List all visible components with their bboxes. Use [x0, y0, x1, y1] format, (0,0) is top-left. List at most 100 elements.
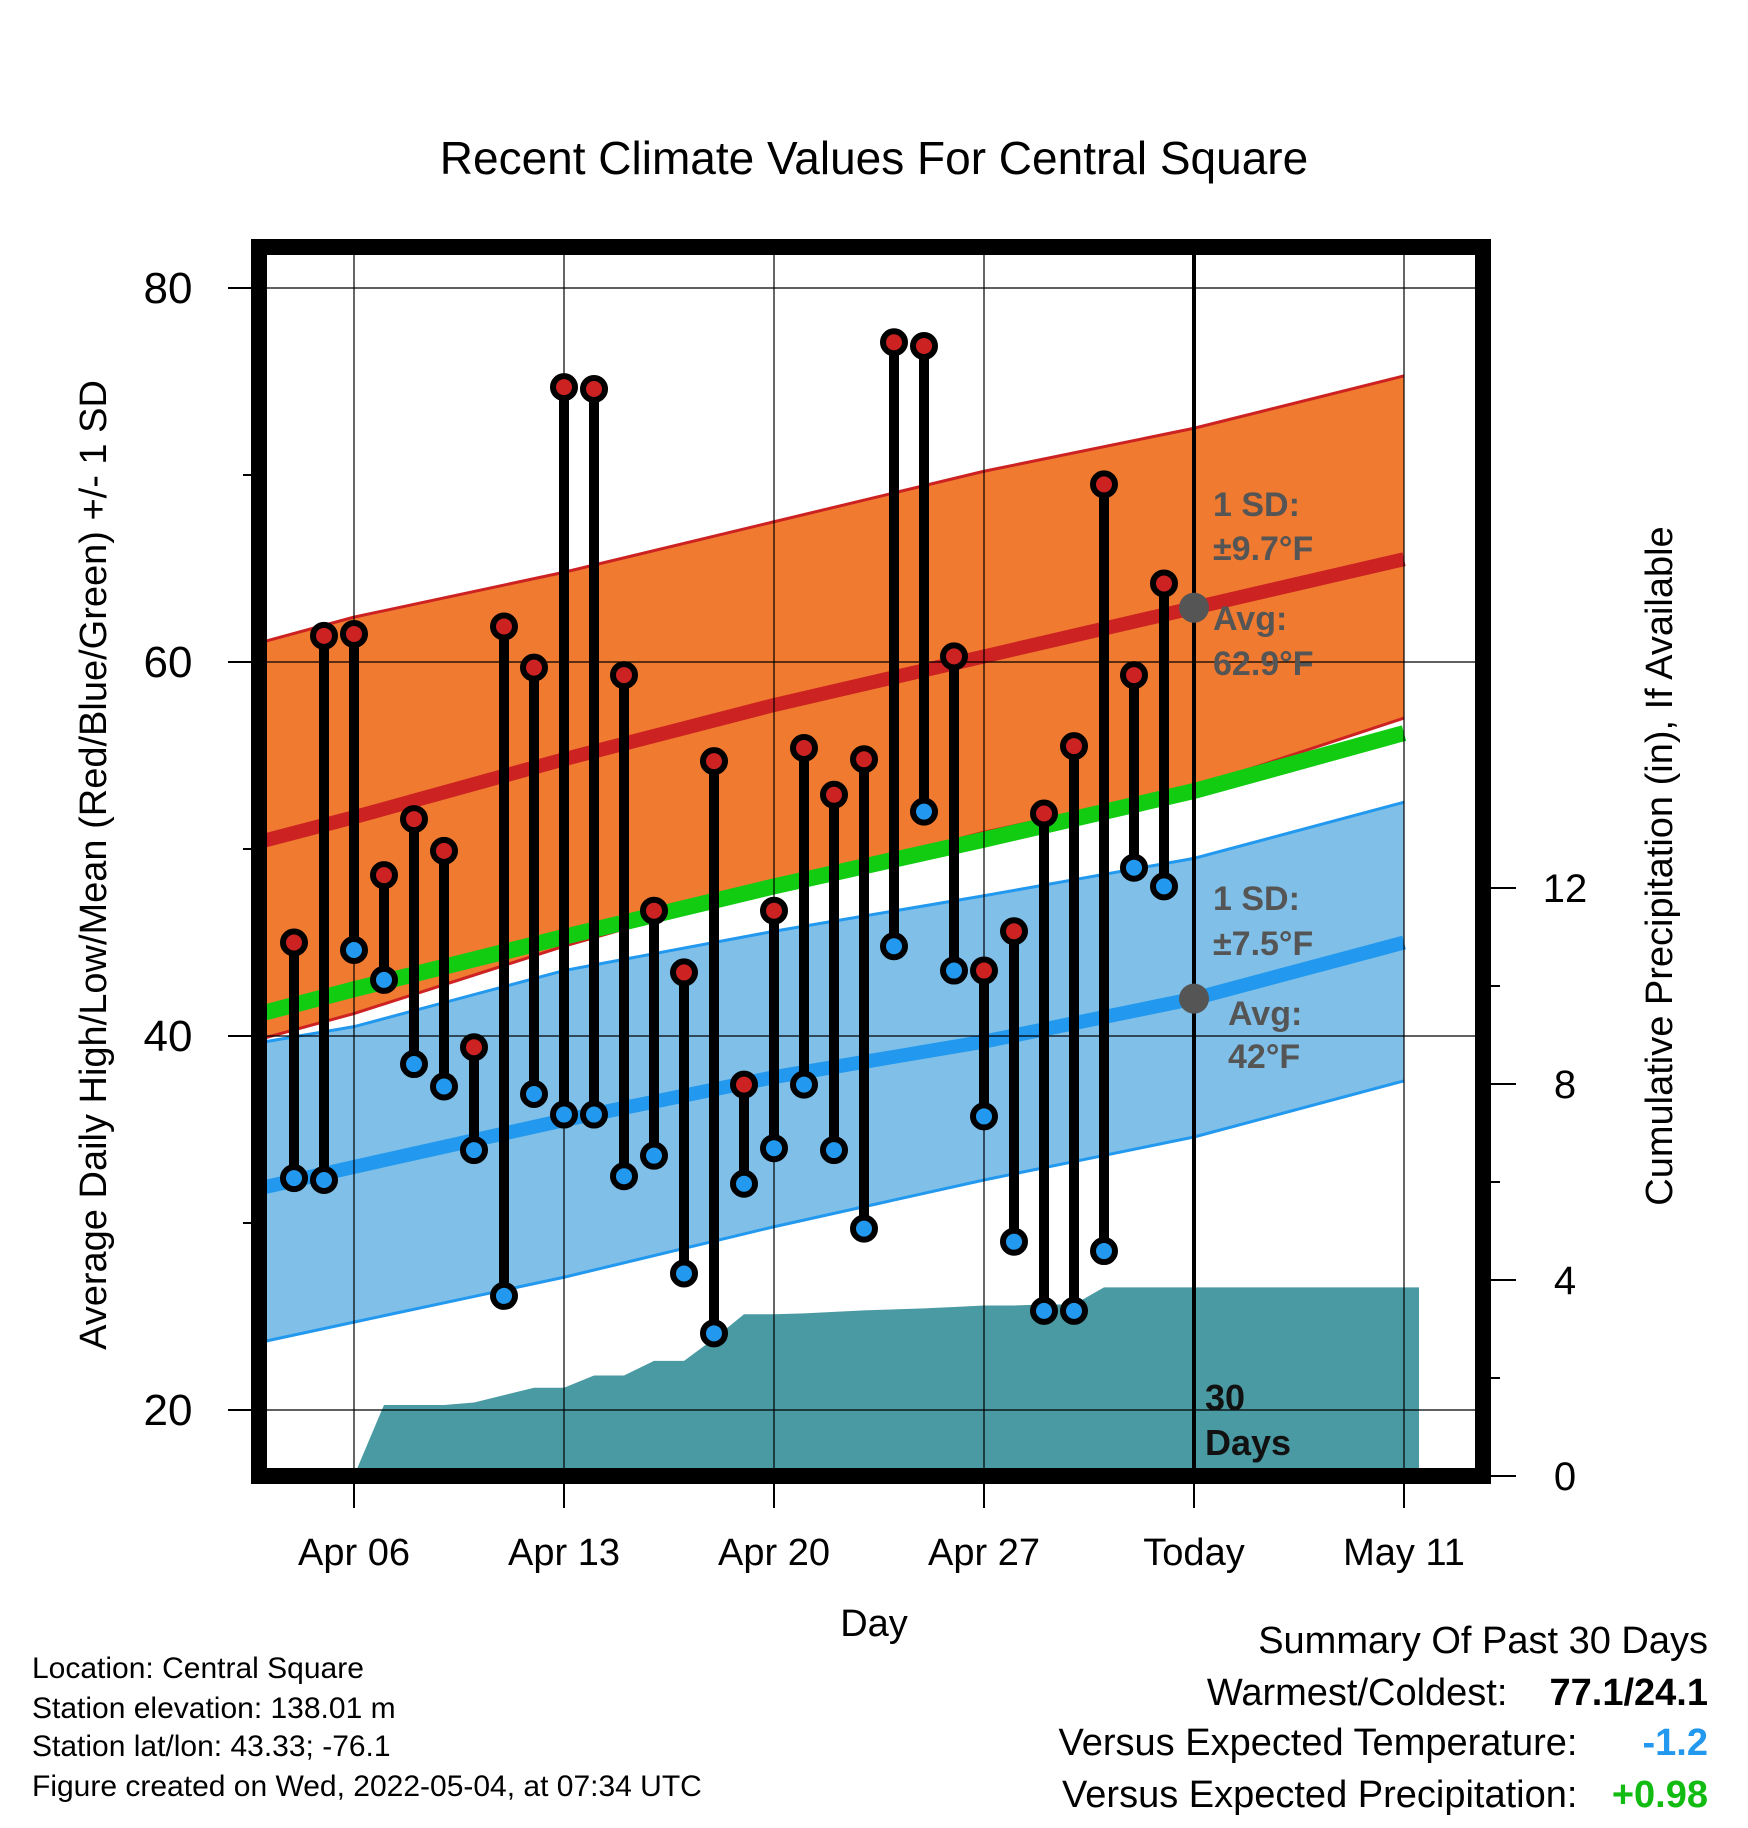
- low-point: [340, 935, 368, 964]
- x-tick-label: Apr 06: [298, 1532, 410, 1574]
- x-tick-label: May 11: [1343, 1532, 1465, 1574]
- high-point: [1090, 470, 1118, 499]
- y2-tick-label: 4: [1554, 1259, 1576, 1303]
- low-point: [880, 932, 908, 961]
- annotation-low-avg: Avg:: [1228, 995, 1302, 1033]
- today-high-normal-marker: [1179, 592, 1209, 623]
- plot-area: 1 SD: ±9.7°F Avg: 62.9°F 1 SD: ±7.5°F Avg: 42°F…: [144, 239, 1588, 1574]
- high-point: [610, 661, 638, 690]
- low-point: [370, 965, 398, 994]
- x-axis-label: Day: [840, 1603, 908, 1645]
- summary-precip-label: Versus Expected Precipitation:: [1062, 1774, 1578, 1816]
- low-point: [1150, 872, 1178, 901]
- summary-title: Summary Of Past 30 Days: [1258, 1620, 1708, 1662]
- high-point: [520, 653, 548, 682]
- annotation-low-sd-value: ±7.5°F: [1213, 925, 1313, 963]
- high-point: [1120, 661, 1148, 690]
- high-point: [970, 956, 998, 985]
- low-point: [1030, 1296, 1058, 1325]
- high-point: [430, 836, 458, 865]
- low-point: [910, 797, 938, 826]
- low-point: [670, 1259, 698, 1288]
- high-point: [280, 928, 308, 957]
- low-point: [400, 1050, 428, 1079]
- high-point: [760, 896, 788, 925]
- summary-temp-row: Versus Expected Temperature: -1.2: [1059, 1722, 1708, 1765]
- low-point: [730, 1169, 758, 1198]
- summary-warmest-row: Warmest/Coldest: 77.1/24.1: [1207, 1672, 1708, 1715]
- low-point: [790, 1070, 818, 1099]
- low-point: [580, 1100, 608, 1129]
- low-point: [640, 1141, 668, 1170]
- annotation-low-sd: 1 SD:: [1213, 880, 1300, 918]
- summary-precip-row: Versus Expected Precipitation: +0.98: [1062, 1774, 1708, 1817]
- high-point: [790, 734, 818, 763]
- x-tick-label: Today: [1143, 1532, 1244, 1574]
- footer-created: Figure created on Wed, 2022-05-04, at 07…: [32, 1770, 702, 1803]
- chart-title: Recent Climate Values For Central Square: [440, 132, 1308, 184]
- low-point: [1000, 1227, 1028, 1256]
- y2-tick-label: 8: [1554, 1063, 1576, 1107]
- y-tick-label: 40: [144, 1012, 193, 1061]
- summary-precip-value: +0.98: [1611, 1774, 1708, 1816]
- x-tick-label: Apr 27: [928, 1532, 1040, 1574]
- today-days-label: 30: [1205, 1377, 1245, 1418]
- high-point: [340, 619, 368, 648]
- high-point: [460, 1033, 488, 1062]
- high-point: [850, 745, 878, 774]
- low-point: [760, 1134, 788, 1163]
- low-point: [700, 1319, 728, 1348]
- y-tick-label: 20: [144, 1386, 193, 1435]
- plot-content: [259, 247, 1483, 1476]
- high-point: [910, 331, 938, 360]
- footer-location: Location: Central Square: [32, 1652, 364, 1685]
- y-tick-label: 60: [144, 638, 193, 687]
- low-point: [1120, 853, 1148, 882]
- today-low-normal-marker: [1179, 983, 1209, 1014]
- high-point: [310, 621, 338, 650]
- high-point: [1060, 732, 1088, 761]
- high-point: [490, 612, 518, 641]
- y-axis-label: Average Daily High/Low/Mean (Red/Blue/Gr…: [73, 380, 115, 1350]
- low-point: [460, 1136, 488, 1165]
- low-point: [490, 1281, 518, 1310]
- low-point: [1090, 1237, 1118, 1266]
- high-point: [580, 374, 608, 403]
- x-tick-label: Apr 20: [718, 1532, 830, 1574]
- y2-tick-label: 0: [1554, 1455, 1576, 1499]
- summary-temp-label: Versus Expected Temperature:: [1058, 1722, 1578, 1764]
- high-point: [640, 896, 668, 925]
- high-point: [700, 747, 728, 776]
- low-point: [520, 1079, 548, 1108]
- high-point: [1000, 917, 1028, 946]
- y2-axis-label: Cumulative Precipitation (in), If Availa…: [1639, 526, 1681, 1205]
- high-point: [550, 373, 578, 402]
- low-point: [820, 1136, 848, 1165]
- high-point: [1150, 569, 1178, 598]
- y2-tick-label: 12: [1543, 867, 1588, 911]
- summary-warmest-value: 77.1/24.1: [1549, 1672, 1708, 1714]
- high-sd-band: [259, 375, 1404, 1040]
- summary-warmest-label: Warmest/Coldest:: [1206, 1672, 1508, 1714]
- low-point: [310, 1165, 338, 1194]
- plot-frame: [251, 239, 1491, 1484]
- high-point: [1030, 799, 1058, 828]
- low-point: [430, 1072, 458, 1101]
- summary-temp-value: -1.2: [1642, 1722, 1708, 1764]
- high-point: [400, 805, 428, 834]
- high-point: [370, 861, 398, 890]
- low-point: [970, 1102, 998, 1131]
- y-tick-label: 80: [144, 264, 193, 313]
- low-point: [610, 1162, 638, 1191]
- annotation-high-sd-value: ±9.7°F: [1213, 530, 1313, 568]
- annotation-high-avg: Avg:: [1213, 600, 1287, 638]
- annotation-low-avg-value: 42°F: [1228, 1038, 1300, 1076]
- low-point: [850, 1214, 878, 1243]
- precip-area: [324, 1287, 1419, 1476]
- high-point: [940, 642, 968, 671]
- low-point: [940, 956, 968, 985]
- footer-elevation: Station elevation: 138.01 m: [32, 1692, 396, 1725]
- high-point: [880, 328, 908, 357]
- today-days-label: Days: [1205, 1422, 1291, 1463]
